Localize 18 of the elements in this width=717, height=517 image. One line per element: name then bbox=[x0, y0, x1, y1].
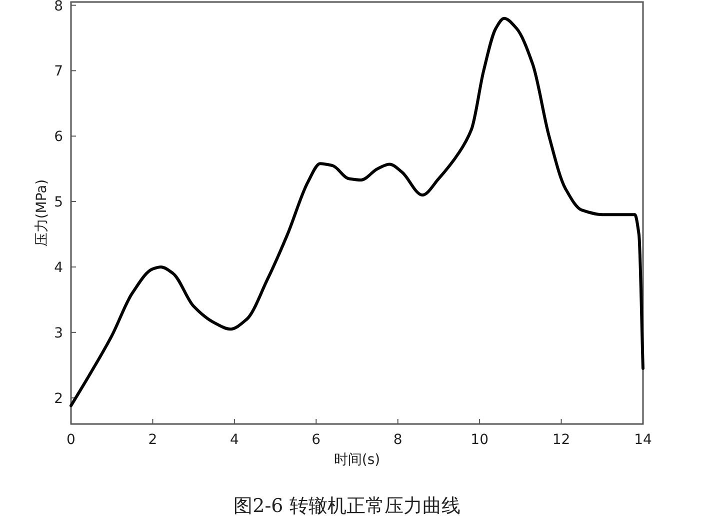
text: 图2-6 转辙机正常压力曲线 bbox=[234, 495, 460, 517]
y-tick-label: 5 bbox=[54, 194, 63, 211]
x-tick-label: 6 bbox=[312, 432, 321, 448]
x-tick-label: 2 bbox=[148, 432, 158, 448]
x-tick-label: 4 bbox=[230, 432, 239, 448]
x-tick-label: 14 bbox=[634, 432, 652, 448]
x-tick-label: 0 bbox=[66, 432, 76, 448]
y-tick-label: 2 bbox=[54, 390, 63, 407]
y-axis-title: 压力(MPa) bbox=[34, 179, 50, 247]
x-tick-label: 10 bbox=[470, 432, 488, 448]
y-tick-label: 8 bbox=[54, 0, 63, 14]
y-tick-label: 4 bbox=[54, 260, 64, 276]
x-tick-label: 12 bbox=[552, 432, 570, 448]
x-tick-label: 8 bbox=[393, 432, 402, 448]
y-tick-label: 7 bbox=[54, 64, 63, 80]
x-axis-title: 时间(s) bbox=[334, 452, 380, 468]
y-tick-label: 3 bbox=[54, 325, 63, 342]
y-tick-label: 6 bbox=[54, 129, 64, 146]
